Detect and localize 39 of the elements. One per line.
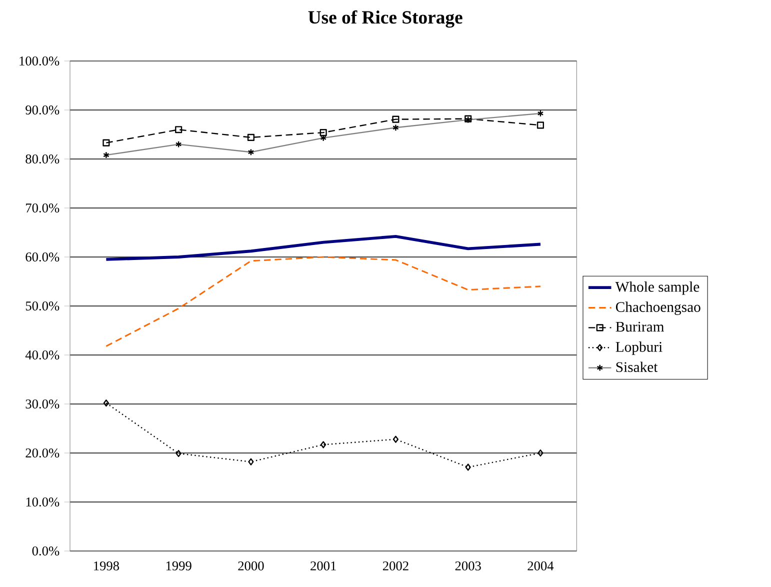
point [175,126,182,134]
y-tick-label: 60.0% [26,252,60,262]
legend-label: Whole sample [615,281,700,295]
y-tick-label: 20.0% [26,448,60,458]
x-tick-label: 2004 [528,561,554,570]
y-tick-label: 40.0% [25,350,60,360]
chart-title: Use of Rice Storage [308,10,462,28]
point [102,139,110,146]
legend-label: Buriram [616,322,664,332]
legend-label: Lopburi [616,342,662,355]
point [536,122,544,129]
y-tick-label: 70.0% [26,203,60,213]
y-tick-label: 100.0% [20,56,60,66]
y-tick-label: 80.0% [26,154,60,164]
x-tick-label: 1999 [166,561,192,570]
x-tick-label: 2000 [238,561,264,570]
point [320,441,326,448]
line-series [104,234,542,261]
y-tick-label: 30.0% [26,399,60,409]
y-tick-label: 50.0% [26,301,60,311]
line-series [105,256,542,347]
point [103,399,109,407]
point [248,458,254,466]
y-tick-label: 10.0% [26,497,60,507]
point [538,449,544,457]
point [465,464,471,471]
point [392,116,400,123]
y-tick-label: 90.0% [26,105,60,115]
point [320,129,327,136]
legend-label: Chachoengsao [616,302,700,315]
point [247,134,254,141]
point [392,436,399,443]
y-tick-label: 0.0% [32,546,60,556]
x-tick-label: 2001 [310,561,336,570]
legend-label: Sisaket [616,362,658,372]
x-tick-label: 2003 [455,561,481,570]
point [176,450,182,458]
x-tick-label: 2002 [382,561,408,570]
x-tick-label: 1998 [94,561,120,570]
